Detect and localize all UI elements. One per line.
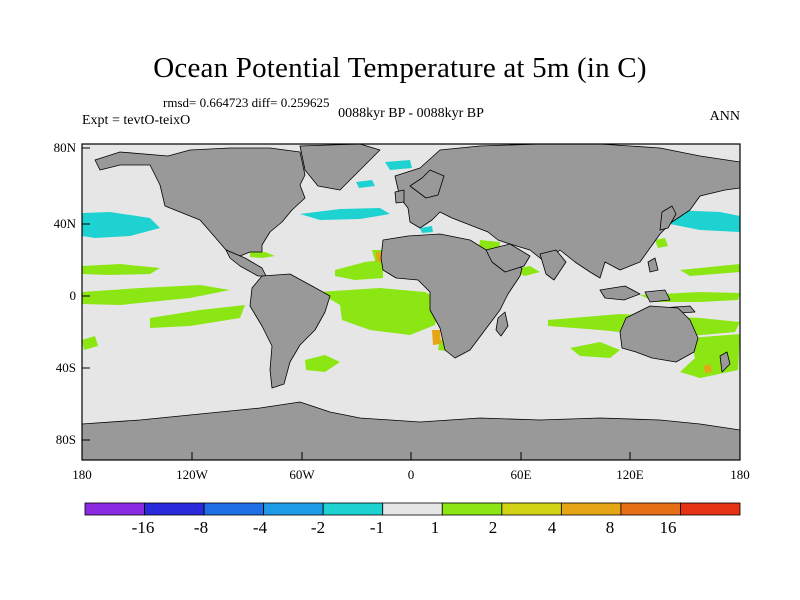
colorbar-box <box>501 502 562 516</box>
axis-ticks <box>81 147 741 460</box>
land-masses <box>81 143 741 461</box>
experiment-label: Expt = tevtO-teixO <box>82 113 191 128</box>
lat-label-80s: 80S <box>55 432 76 447</box>
colorbar-label-neg4: -4 <box>252 518 268 537</box>
colorbar-box <box>680 502 741 516</box>
colorbar-box <box>620 502 681 516</box>
lon-label-120e: 120E <box>616 467 644 482</box>
colorbar-label-2: 2 <box>488 518 498 537</box>
lon-label-0: 0 <box>407 467 415 482</box>
lat-label-80n: 80N <box>53 140 76 155</box>
lon-label-180e: 180 <box>730 467 750 482</box>
stats-label: rmsd= 0.664723 diff= 0.259625 <box>163 95 330 110</box>
colorbar-label-neg1: -1 <box>369 518 385 537</box>
colorbar-label-8: 8 <box>605 518 615 537</box>
lon-label-120w: 120W <box>176 467 208 482</box>
colorbar-box <box>84 502 145 516</box>
plot-title: Ocean Potential Temperature at 5m (in C) <box>153 52 647 84</box>
colorbar-box <box>322 502 384 516</box>
colorbar-box <box>203 502 265 516</box>
colorbar-box <box>560 502 622 516</box>
colorbar-label-4: 4 <box>547 518 557 537</box>
colorbar-label-neg2: -2 <box>310 518 326 537</box>
colorbar-label-16: 16 <box>659 518 677 537</box>
lat-label-40n: 40N <box>53 216 76 231</box>
lon-label-60e: 60E <box>510 467 532 482</box>
colorbar-box <box>144 502 205 516</box>
lat-label-eq: 0 <box>69 288 77 303</box>
colorbar-box <box>441 502 503 516</box>
lat-label-40s: 40S <box>55 360 76 375</box>
colorbar-label-neg8: -8 <box>193 518 209 537</box>
colorbar-box <box>382 502 443 516</box>
lon-label-180w: 180 <box>72 467 92 482</box>
season-label: ANN <box>709 109 740 124</box>
period-label: 0088kyr BP - 0088kyr BP <box>338 106 484 121</box>
colorbar-label-1: 1 <box>430 518 440 537</box>
colorbar-label-neg16: -16 <box>131 518 155 537</box>
lon-label-60w: 60W <box>289 467 315 482</box>
colorbar-box <box>263 502 324 516</box>
